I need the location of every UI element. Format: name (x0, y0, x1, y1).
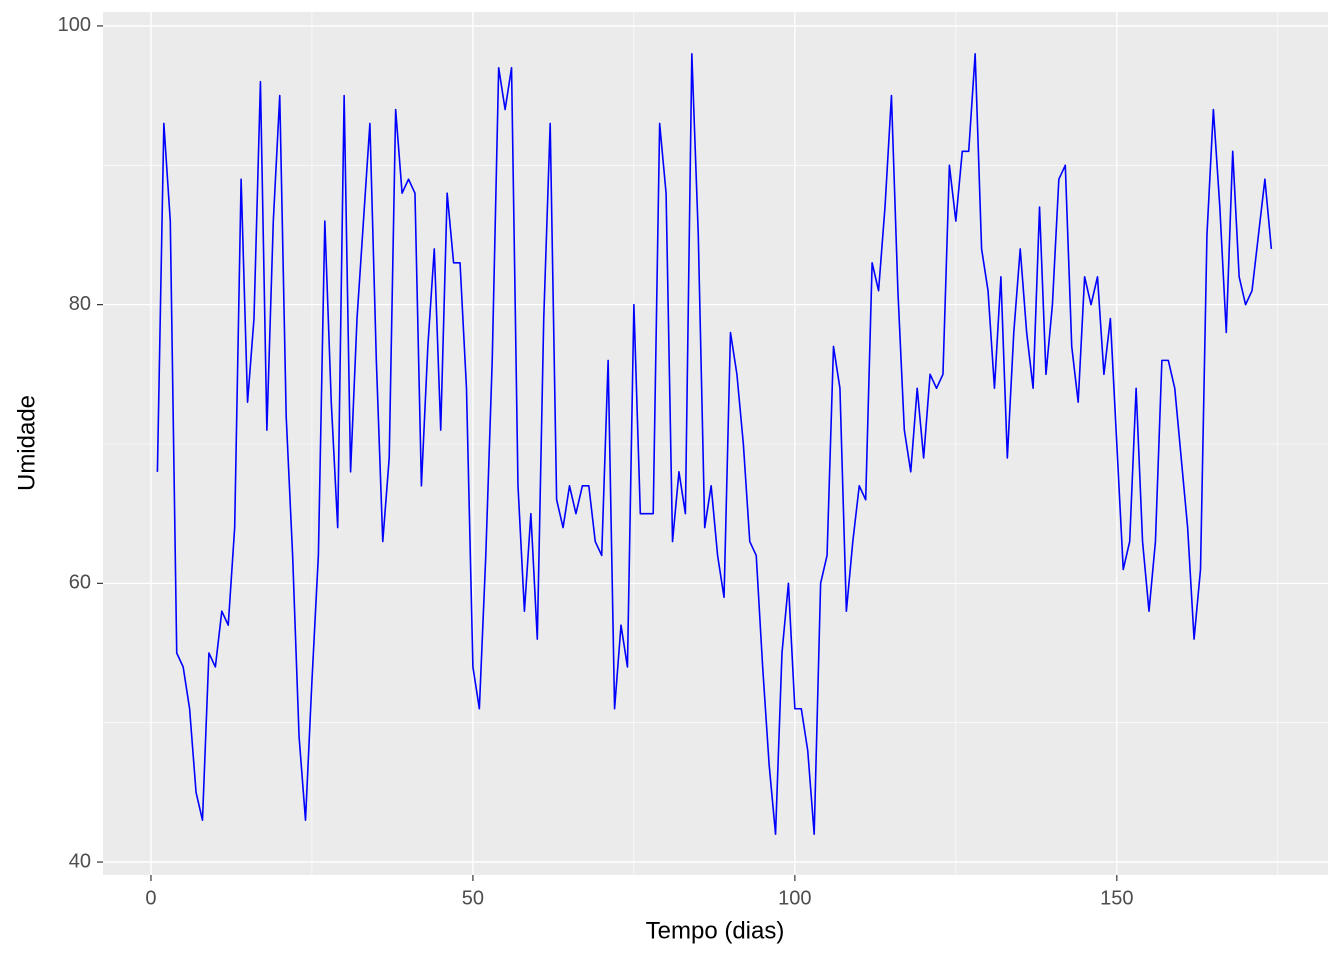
x-tick-label: 50 (462, 887, 484, 909)
x-tick-label: 0 (145, 887, 156, 909)
panel (103, 12, 1328, 875)
x-tick-label: 150 (1100, 887, 1133, 909)
data-line (156, 53, 1273, 835)
y-axis-title: Umidade (13, 395, 40, 491)
x-axis-title: Tempo (dias) (646, 917, 785, 944)
y-tick-label: 100 (58, 14, 91, 36)
x-tick-label: 100 (778, 887, 811, 909)
y-tick-label: 60 (69, 572, 91, 594)
y-tick-label: 80 (69, 293, 91, 315)
y-tick-label: 40 (69, 850, 91, 872)
